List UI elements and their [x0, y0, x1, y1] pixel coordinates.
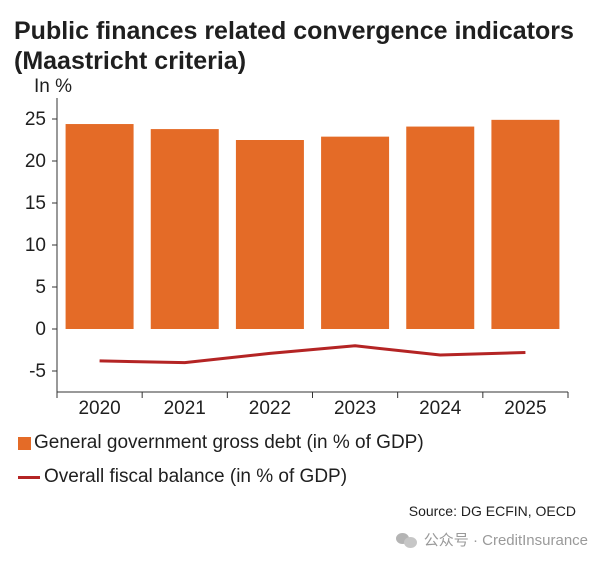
y-tick-label: -5 — [29, 361, 46, 382]
legend-item-debt: General government gross debt (in % of G… — [18, 432, 424, 454]
legend-label-balance: Overall fiscal balance (in % of GDP) — [44, 466, 348, 487]
x-tick-label: 2020 — [78, 398, 120, 419]
watermark: 公众号 · CreditInsurance — [395, 529, 588, 550]
line-balance — [99, 344, 526, 365]
y-tick-label: 0 — [35, 319, 46, 340]
y-axis: -5 0 5 10 15 20 25 — [25, 98, 58, 392]
legend-swatch-debt — [18, 436, 31, 450]
legend-item-balance: Overall fiscal balance (in % of GDP) — [18, 466, 347, 488]
bar-debt-2024 — [406, 126, 475, 329]
bar-debt-2023 — [321, 136, 390, 329]
x-tick-label: 2024 — [419, 398, 462, 419]
bar-debt-2025 — [491, 119, 560, 329]
source-note: Source: DG ECFIN, OECD — [408, 503, 576, 519]
debt-bars — [65, 119, 560, 329]
watermark-text: 公众号 · CreditInsurance — [423, 532, 588, 549]
x-tick-label: 2021 — [164, 398, 206, 419]
x-tick-label: 2022 — [249, 398, 291, 419]
y-tick-label: 5 — [35, 277, 46, 298]
legend-swatch-balance — [18, 475, 40, 479]
y-tick-label: 15 — [25, 193, 46, 214]
x-axis: 2020 2021 2022 2023 2024 2025 — [56, 391, 569, 419]
x-tick-label: 2023 — [334, 398, 376, 419]
x-tick-label: 2025 — [504, 398, 546, 419]
balance-line-series — [99, 344, 526, 365]
bar-debt-2022 — [235, 140, 304, 329]
y-axis-unit: In % — [34, 76, 73, 97]
bar-debt-2020 — [65, 124, 134, 329]
chart-title: Public finances related convergence indi… — [14, 17, 574, 75]
bar-debt-2021 — [150, 129, 219, 329]
legend-label-debt: General government gross debt (in % of G… — [34, 432, 424, 453]
y-tick-label: 10 — [25, 235, 46, 256]
wechat-icon — [395, 532, 418, 548]
y-tick-label: 25 — [25, 109, 46, 130]
y-tick-label: 20 — [25, 151, 46, 172]
